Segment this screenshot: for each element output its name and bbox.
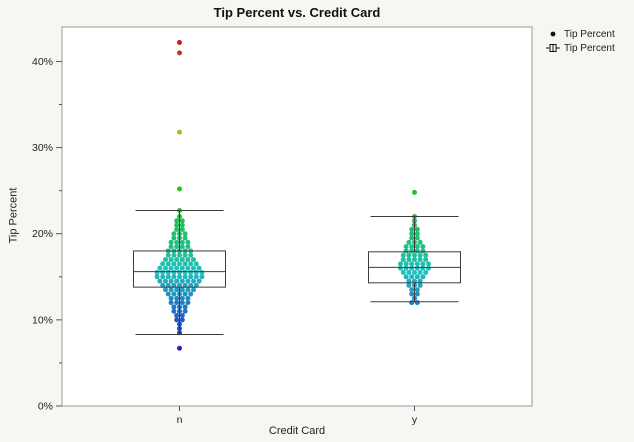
svg-text:n: n bbox=[177, 414, 183, 426]
legend-item-label: Tip Percent bbox=[564, 28, 615, 40]
legend-item-boxplot[interactable]: Tip Percent bbox=[546, 41, 615, 55]
dot-icon bbox=[546, 28, 560, 40]
legend-item-label: Tip Percent bbox=[564, 42, 615, 54]
legend: Tip Percent Tip Percent bbox=[546, 27, 615, 55]
svg-text:y: y bbox=[412, 414, 418, 426]
y-axis-label: Tip Percent bbox=[7, 187, 20, 244]
svg-text:10%: 10% bbox=[32, 314, 53, 326]
boxplot-icon bbox=[546, 42, 560, 54]
svg-text:30%: 30% bbox=[32, 142, 53, 154]
svg-text:0%: 0% bbox=[38, 401, 53, 413]
svg-text:40%: 40% bbox=[32, 56, 53, 68]
legend-item-points[interactable]: Tip Percent bbox=[546, 27, 615, 41]
chart-title: Tip Percent vs. Credit Card bbox=[213, 5, 381, 20]
x-axis-label: Credit Card bbox=[268, 425, 326, 437]
svg-text:20%: 20% bbox=[32, 228, 53, 240]
